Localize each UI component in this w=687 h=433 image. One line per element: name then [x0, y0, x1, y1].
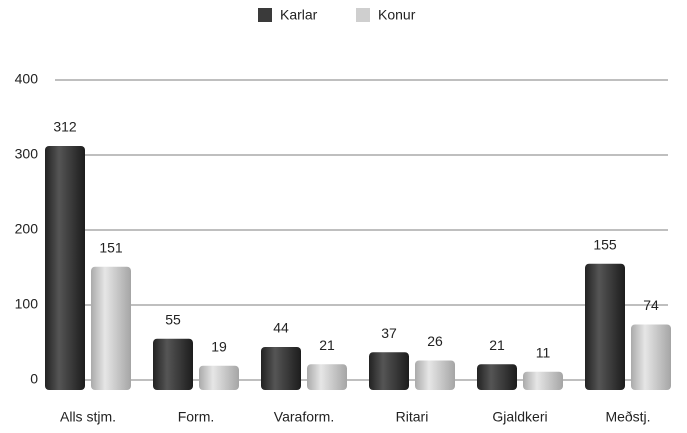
bar [477, 364, 517, 390]
value-label: 19 [211, 338, 227, 354]
bar [415, 360, 455, 390]
value-label: 312 [53, 119, 77, 135]
bar [307, 364, 347, 390]
legend-label: Konur [378, 7, 416, 23]
x-tick-label: Form. [178, 409, 215, 425]
value-label: 155 [593, 236, 617, 252]
legend-label: Karlar [280, 7, 318, 23]
y-tick-label: 0 [30, 371, 38, 387]
bar [523, 371, 563, 390]
legend-swatch [258, 8, 272, 22]
bar [45, 146, 85, 390]
bar [369, 352, 409, 390]
value-label: 21 [489, 337, 505, 353]
value-label: 11 [536, 344, 551, 360]
x-tick-label: Varaform. [274, 409, 334, 425]
value-label: 21 [319, 337, 335, 353]
bar [91, 266, 131, 390]
bar [585, 263, 625, 390]
bar [199, 365, 239, 390]
x-tick-label: Gjaldkeri [492, 409, 547, 425]
x-tick-label: Ritari [396, 409, 429, 425]
x-tick-label: Meðstj. [605, 409, 650, 425]
y-tick-label: 200 [15, 221, 39, 237]
value-label: 37 [381, 325, 397, 341]
bar [261, 347, 301, 390]
x-tick-label: Alls stjm. [60, 409, 116, 425]
y-tick-label: 300 [15, 146, 39, 162]
y-tick-label: 400 [15, 71, 39, 87]
y-tick-label: 100 [15, 296, 39, 312]
value-label: 26 [427, 333, 443, 349]
value-label: 44 [273, 320, 289, 336]
value-label: 55 [165, 311, 181, 327]
value-label: 74 [643, 297, 659, 313]
bar [153, 338, 193, 390]
bar [631, 324, 671, 390]
value-label: 151 [99, 239, 123, 255]
legend-swatch [356, 8, 370, 22]
